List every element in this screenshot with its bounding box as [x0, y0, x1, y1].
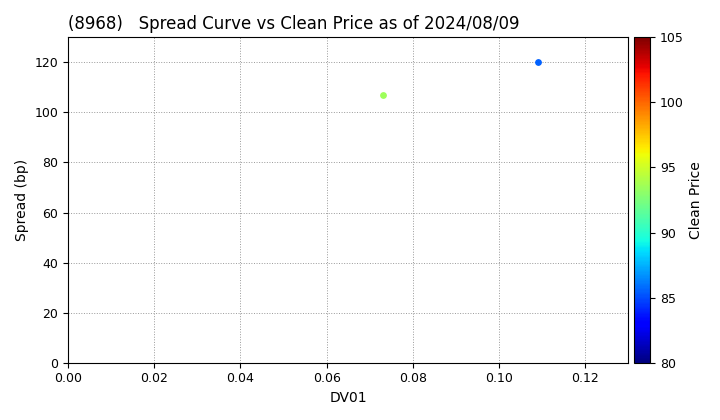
Y-axis label: Clean Price: Clean Price [690, 161, 703, 239]
Text: (8968)   Spread Curve vs Clean Price as of 2024/08/09: (8968) Spread Curve vs Clean Price as of… [68, 15, 520, 33]
Y-axis label: Spread (bp): Spread (bp) [15, 159, 29, 241]
Point [532, 59, 544, 66]
Point [377, 92, 388, 98]
X-axis label: DV01: DV01 [329, 391, 367, 405]
